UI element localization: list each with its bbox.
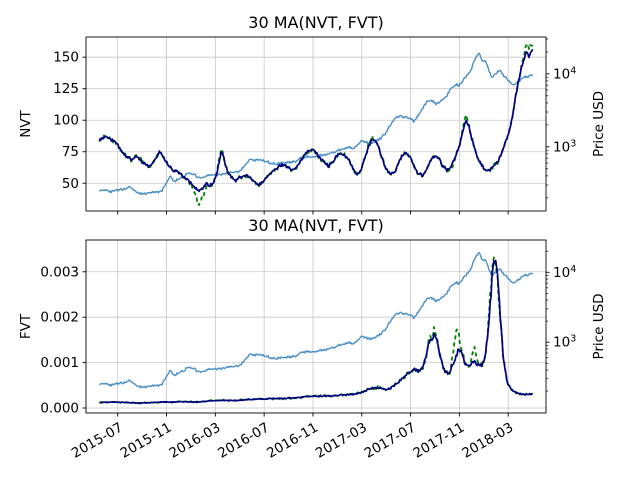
fvt-30ma-line bbox=[99, 259, 533, 404]
tick-marks bbox=[82, 38, 550, 215]
left-axis-label: NVT bbox=[18, 109, 34, 137]
y-tick-label: 50 bbox=[62, 176, 79, 192]
nvt-30ma-line bbox=[98, 48, 534, 193]
y-tick-label: 0.003 bbox=[40, 264, 79, 280]
series-group bbox=[98, 251, 534, 405]
subplot-title: 30 MA(NVT, FVT) bbox=[248, 13, 383, 32]
series-group bbox=[98, 43, 534, 206]
price-usd-line bbox=[98, 52, 534, 196]
right-tick-exponent: 4 bbox=[570, 264, 576, 275]
subplot-title: 30 MA(NVT, FVT) bbox=[248, 216, 383, 235]
grid bbox=[86, 240, 546, 413]
right-tick-exponent: 4 bbox=[570, 65, 576, 76]
y-tick-label: 0.002 bbox=[40, 310, 79, 326]
axes-spines bbox=[85, 239, 547, 414]
right-tick-exponent: 3 bbox=[570, 334, 576, 345]
right-tick-exponent: 3 bbox=[570, 138, 576, 149]
y-tick-label: 125 bbox=[53, 81, 79, 97]
axes-spines bbox=[85, 36, 547, 212]
left-axis-label: FVT bbox=[18, 313, 34, 339]
y-tick-label: 75 bbox=[62, 144, 79, 160]
y-tick-label: 0.001 bbox=[40, 355, 79, 371]
y-tick-label: 150 bbox=[53, 50, 79, 66]
y-tick-label: 0.000 bbox=[40, 401, 79, 417]
price-usd-line bbox=[98, 251, 534, 389]
y-tick-label: 100 bbox=[53, 113, 79, 129]
tick-marks bbox=[82, 250, 550, 417]
right-axis-label: Price USD bbox=[591, 293, 607, 359]
right-axis-label: Price USD bbox=[591, 91, 607, 157]
